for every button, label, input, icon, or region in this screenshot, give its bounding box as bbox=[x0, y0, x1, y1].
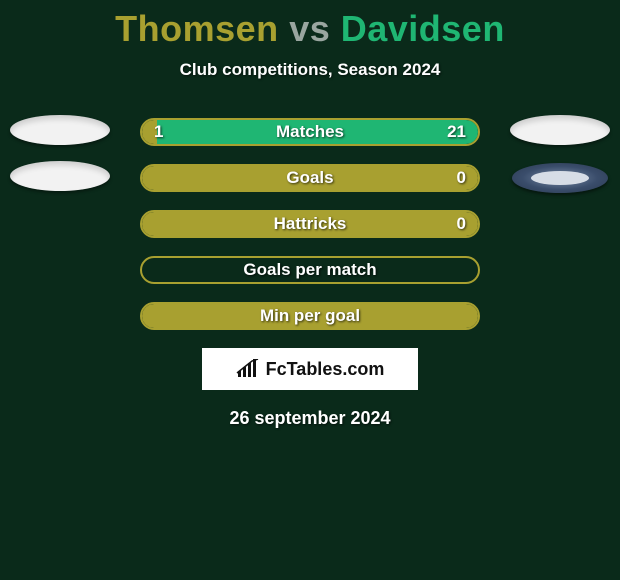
stat-bar: Min per goal bbox=[140, 302, 480, 330]
stat-label: Goals per match bbox=[142, 260, 478, 280]
stat-bar: Matches1 21 bbox=[140, 118, 480, 146]
player1-name: Thomsen bbox=[115, 8, 279, 49]
stat-value-left: 1 bbox=[154, 122, 163, 142]
brand-text: FcTables.com bbox=[266, 359, 385, 380]
chart-icon bbox=[236, 359, 260, 379]
stat-label: Matches bbox=[142, 122, 478, 142]
stats-container: Matches121Goals0Hattricks0Goals per matc… bbox=[0, 118, 620, 330]
stat-row: Hattricks0 bbox=[0, 210, 620, 238]
right-badge bbox=[510, 115, 610, 149]
stat-bar: Goals per match bbox=[140, 256, 480, 284]
page-title: Thomsen vs Davidsen bbox=[0, 0, 620, 50]
stat-value-right: 0 bbox=[457, 214, 466, 234]
stat-row: Goals0 bbox=[0, 164, 620, 192]
vs-text: vs bbox=[289, 8, 330, 49]
player2-name: Davidsen bbox=[341, 8, 505, 49]
left-badge bbox=[10, 161, 110, 195]
subtitle: Club competitions, Season 2024 bbox=[0, 60, 620, 80]
stat-label: Goals bbox=[142, 168, 478, 188]
stat-label: Min per goal bbox=[142, 306, 478, 326]
left-badge bbox=[10, 115, 110, 149]
brand-box[interactable]: FcTables.com bbox=[202, 348, 418, 390]
stat-bar: Goals0 bbox=[140, 164, 480, 192]
stat-value-right: 21 bbox=[447, 122, 466, 142]
stat-row: Matches1 21 bbox=[0, 118, 620, 146]
date-text: 26 september 2024 bbox=[0, 408, 620, 429]
stat-row: Min per goal bbox=[0, 302, 620, 330]
stat-label: Hattricks bbox=[142, 214, 478, 234]
stat-bar: Hattricks0 bbox=[140, 210, 480, 238]
stat-row: Goals per match bbox=[0, 256, 620, 284]
right-badge bbox=[510, 161, 610, 195]
stat-value-right: 0 bbox=[457, 168, 466, 188]
